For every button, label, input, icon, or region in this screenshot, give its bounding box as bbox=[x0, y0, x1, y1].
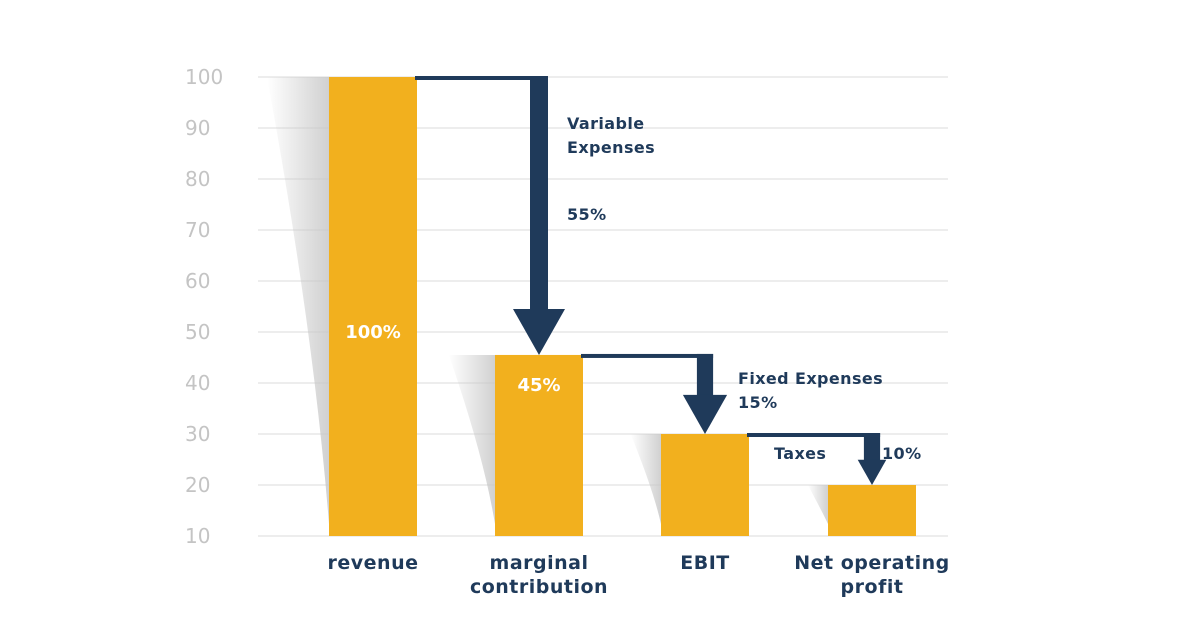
bar-2 bbox=[495, 354, 583, 536]
connector-stem-1 bbox=[530, 76, 548, 310]
y-tick-label-30: 30 bbox=[185, 422, 210, 446]
annotation-1-line-2: Expenses bbox=[567, 138, 655, 157]
y-tick-label-80: 80 bbox=[185, 167, 210, 191]
category-label-4-line-1: Net operating bbox=[794, 552, 949, 574]
category-label-1: revenue bbox=[328, 552, 419, 574]
connector-line-1 bbox=[415, 76, 548, 80]
annotations: Variable Expenses 55% Fixed Expenses 15% Taxe… bbox=[567, 114, 922, 463]
bar-value-label-2: 45% bbox=[517, 375, 560, 396]
category-label-4-line-2: profit bbox=[841, 576, 904, 598]
connector-arrowhead-2 bbox=[682, 394, 728, 434]
annotation-3-line-2: 10% bbox=[882, 444, 922, 463]
y-axis: 10 20 30 40 50 60 70 80 90 100 bbox=[185, 65, 223, 548]
bar-shadow-2 bbox=[448, 354, 495, 524]
y-tick-label-60: 60 bbox=[185, 269, 210, 293]
y-tick-label-100: 100 bbox=[185, 65, 223, 89]
bar-3 bbox=[661, 434, 749, 536]
y-tick-label-40: 40 bbox=[185, 371, 210, 395]
annotation-1-line-1: Variable bbox=[567, 114, 644, 133]
annotation-3-line-1: Taxes bbox=[774, 444, 826, 463]
connector-arrows bbox=[415, 76, 887, 485]
bar-shadows bbox=[267, 77, 828, 524]
category-label-2-line-1: marginal bbox=[490, 552, 589, 574]
bars: 100% 45% bbox=[329, 77, 916, 536]
y-tick-label-20: 20 bbox=[185, 473, 210, 497]
annotation-2-line-2: 15% bbox=[738, 393, 778, 412]
category-label-2-line-2: contribution bbox=[470, 576, 608, 598]
connector-line-2 bbox=[581, 353, 714, 358]
connector-line-3 bbox=[747, 433, 881, 437]
bar-shadow-3 bbox=[630, 434, 661, 524]
y-tick-label-10: 10 bbox=[185, 524, 210, 548]
y-tick-label-90: 90 bbox=[185, 116, 210, 140]
bar-shadow-4 bbox=[807, 485, 828, 524]
y-tick-label-70: 70 bbox=[185, 218, 210, 242]
connector-stem-2 bbox=[696, 353, 714, 396]
bar-shadow-1 bbox=[267, 77, 329, 524]
bar-1 bbox=[329, 77, 417, 536]
y-tick-label-50: 50 bbox=[185, 320, 210, 344]
bar-4 bbox=[828, 485, 916, 536]
connector-stem-3 bbox=[863, 433, 881, 461]
bar-value-label-1: 100% bbox=[345, 322, 401, 343]
annotation-1-line-3: 55% bbox=[567, 205, 607, 224]
connector-arrowhead-1 bbox=[513, 308, 565, 355]
annotation-2-line-1: Fixed Expenses bbox=[738, 369, 883, 388]
category-label-3: EBIT bbox=[680, 552, 730, 574]
connector-arrowhead-3 bbox=[857, 459, 887, 485]
